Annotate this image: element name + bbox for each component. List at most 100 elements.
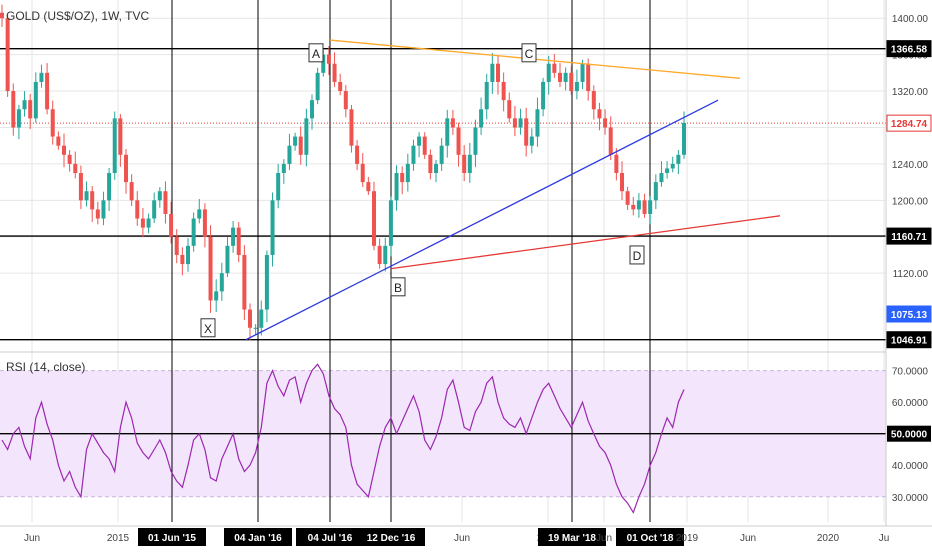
candle[interactable] [197,209,202,219]
candle[interactable] [377,245,382,265]
candle[interactable] [174,236,179,255]
candle[interactable] [124,154,128,183]
candle[interactable] [620,173,624,192]
candle[interactable] [653,182,658,201]
candle[interactable] [62,145,66,155]
candle[interactable] [33,81,38,119]
candle[interactable] [112,118,117,173]
candle[interactable] [417,136,422,146]
candle[interactable] [214,291,219,301]
candle[interactable] [298,136,303,155]
candle[interactable] [473,127,478,155]
candle[interactable] [349,109,354,146]
candle[interactable] [355,145,360,164]
candle[interactable] [39,72,44,82]
candle[interactable] [422,136,427,155]
candle[interactable] [236,227,241,255]
candle[interactable] [186,245,190,265]
candle[interactable] [608,127,613,155]
candle[interactable] [558,72,562,82]
candle[interactable] [496,63,500,82]
candle[interactable] [281,163,286,173]
candle[interactable] [45,72,50,110]
candle[interactable] [202,209,207,237]
candle[interactable] [636,200,641,210]
candle[interactable] [78,173,83,201]
candle[interactable] [315,72,320,101]
candle[interactable] [152,200,157,219]
candle[interactable] [467,154,472,173]
candle[interactable] [552,63,557,73]
candle[interactable] [248,309,252,328]
candle[interactable] [597,109,602,119]
candle[interactable] [546,63,551,82]
support-trendline[interactable] [245,99,719,341]
candle[interactable] [56,136,61,146]
candle[interactable] [180,254,185,265]
candle[interactable] [518,118,523,128]
candle[interactable] [529,136,534,146]
candle[interactable] [372,191,376,246]
candle[interactable] [16,109,21,128]
candle[interactable] [310,100,314,119]
candle[interactable] [242,254,247,310]
candle[interactable] [107,173,112,201]
candle[interactable] [231,227,236,246]
candle[interactable] [253,327,258,329]
candle[interactable] [642,200,647,214]
candle[interactable] [73,163,78,173]
candle[interactable] [146,218,151,228]
candle[interactable] [614,154,619,173]
candle[interactable] [169,213,174,237]
candle[interactable] [129,182,134,201]
candle[interactable] [163,191,168,214]
lower-trendline[interactable] [390,215,781,270]
candle[interactable] [321,54,326,73]
candle[interactable] [287,145,292,164]
candle[interactable] [479,109,484,128]
candle[interactable] [659,173,664,183]
candle[interactable] [665,168,670,173]
candle[interactable] [293,136,298,146]
candle[interactable] [411,145,416,164]
candle[interactable] [428,154,433,173]
candle[interactable] [332,63,337,82]
candle[interactable] [591,91,596,110]
candle[interactable] [225,245,230,274]
candle[interactable] [501,81,506,101]
candle[interactable] [101,200,106,219]
candle[interactable] [586,63,591,92]
candle[interactable] [90,191,95,210]
candle[interactable] [343,91,348,110]
candle[interactable] [648,200,653,214]
candle[interactable] [462,154,467,173]
candle[interactable] [84,191,89,201]
candle[interactable] [191,218,196,246]
candle[interactable] [490,63,495,82]
candle[interactable] [326,54,331,64]
candle[interactable] [541,81,546,110]
candle[interactable] [445,118,450,146]
candle[interactable] [259,309,264,328]
candle[interactable] [512,118,517,128]
candle[interactable] [400,173,405,183]
candle[interactable] [507,100,512,119]
candle[interactable] [439,145,444,164]
candle[interactable] [140,218,145,228]
rsi-layer[interactable] [1,363,685,514]
candle[interactable] [22,100,27,110]
candle[interactable] [682,122,686,155]
candle[interactable] [5,18,10,92]
candle[interactable] [67,154,72,164]
candle[interactable] [304,118,309,155]
candle[interactable] [434,163,438,173]
candle[interactable] [118,118,123,155]
candle[interactable] [208,236,213,301]
candle[interactable] [484,81,489,110]
candle[interactable] [569,72,574,92]
candle[interactable] [157,191,162,201]
rsi-line[interactable] [1,363,685,514]
candle[interactable] [670,163,675,169]
